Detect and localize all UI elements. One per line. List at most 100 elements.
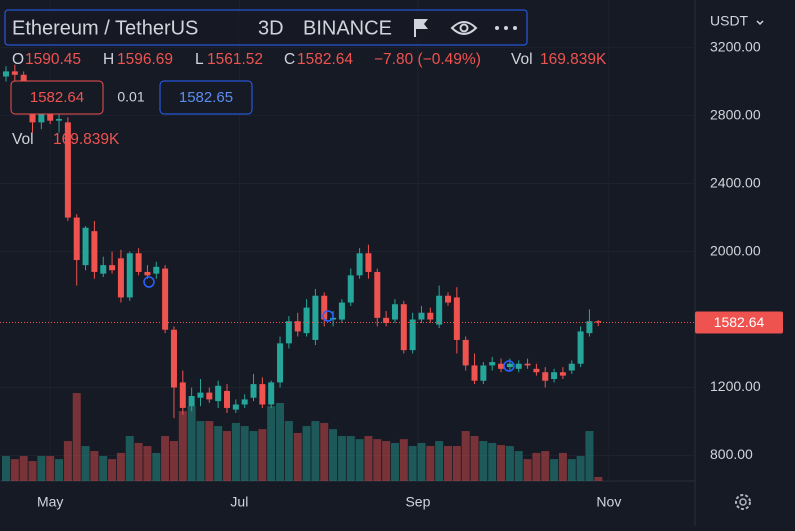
candle-body bbox=[356, 253, 363, 276]
candle-body bbox=[436, 295, 443, 325]
candle-body bbox=[489, 362, 496, 366]
dropdown-icon[interactable] bbox=[756, 20, 764, 26]
candle-body bbox=[268, 382, 275, 405]
volume-bar bbox=[346, 436, 355, 481]
volume-bar bbox=[302, 426, 311, 481]
volume-bar bbox=[497, 445, 506, 481]
volume-bar bbox=[355, 439, 364, 481]
candle-body bbox=[586, 321, 593, 334]
candle-body bbox=[533, 368, 540, 373]
volume-bar bbox=[10, 459, 19, 481]
exchange: BINANCE bbox=[303, 17, 392, 39]
event-marker[interactable] bbox=[503, 360, 515, 372]
last-price-label: 1582.64 bbox=[714, 314, 765, 330]
candle-body bbox=[559, 372, 566, 376]
y-tick-label: 2800.00 bbox=[710, 106, 761, 122]
volume-bar bbox=[382, 441, 391, 481]
volume-bar bbox=[541, 451, 550, 481]
candle-body bbox=[135, 253, 142, 272]
candle-body bbox=[91, 231, 98, 272]
candle-body bbox=[206, 392, 213, 400]
volume-bar bbox=[99, 456, 108, 481]
buy-price[interactable]: 1582.65 bbox=[179, 89, 233, 106]
ohlc-value: 1582.64 bbox=[297, 51, 353, 68]
event-marker[interactable] bbox=[322, 310, 334, 322]
interval[interactable]: 3D bbox=[258, 17, 284, 39]
candle-body bbox=[11, 71, 18, 75]
volume-bar bbox=[550, 459, 559, 481]
event-marker[interactable] bbox=[143, 276, 155, 288]
candle-body bbox=[391, 304, 398, 320]
candle-body bbox=[409, 319, 416, 351]
candle-body bbox=[47, 110, 54, 121]
candle-body bbox=[294, 321, 301, 332]
candle-body bbox=[197, 392, 204, 398]
volume-bar bbox=[143, 446, 152, 481]
candle-body bbox=[338, 302, 345, 320]
candle-body bbox=[259, 384, 266, 405]
candle-body bbox=[215, 385, 222, 402]
volume-bar bbox=[72, 393, 81, 481]
volume-bar bbox=[214, 426, 223, 481]
ohlc-value: 1596.69 bbox=[117, 51, 173, 68]
volume-bar bbox=[320, 422, 329, 481]
volume-bar bbox=[46, 456, 55, 481]
sell-price[interactable]: 1582.64 bbox=[30, 89, 84, 106]
ohlc-key: H bbox=[103, 51, 114, 68]
candle-body bbox=[117, 258, 124, 298]
x-tick-label: Jul bbox=[230, 494, 248, 510]
buy-button[interactable] bbox=[159, 80, 253, 115]
volume-bar bbox=[532, 452, 541, 481]
x-tick-label: May bbox=[37, 494, 63, 510]
symbol[interactable]: Ethereum / TetherUS bbox=[12, 17, 198, 39]
x-tick-label: Sep bbox=[405, 494, 430, 510]
event-markers bbox=[143, 276, 515, 372]
settings-icon[interactable] bbox=[735, 494, 751, 510]
volume-bar bbox=[37, 456, 46, 481]
sell-button[interactable] bbox=[10, 80, 104, 115]
candle-body bbox=[374, 271, 381, 318]
more-icon[interactable] bbox=[495, 26, 517, 30]
candle-body bbox=[506, 363, 513, 368]
volume-bar bbox=[293, 432, 302, 481]
candle-body bbox=[188, 396, 195, 407]
volume-bar bbox=[187, 406, 196, 481]
volume-bar bbox=[108, 459, 117, 481]
ohlc-legend: O 1590.45 H 1596.69 L 1561.52 C 1582.64 … bbox=[12, 51, 607, 68]
volume-bar bbox=[55, 459, 64, 481]
flag-icon[interactable] bbox=[414, 19, 428, 37]
candle-body bbox=[277, 343, 284, 383]
candle-body bbox=[445, 295, 451, 303]
candle-body bbox=[109, 265, 116, 271]
volume-bar bbox=[523, 459, 532, 481]
volume-bar bbox=[240, 426, 249, 481]
candle-body bbox=[568, 363, 575, 371]
volume-bar bbox=[585, 431, 594, 481]
volume-bar bbox=[28, 461, 37, 481]
plot-area bbox=[0, 64, 695, 481]
candle-body bbox=[285, 321, 292, 344]
candle-body bbox=[224, 390, 230, 408]
currency[interactable]: USDT bbox=[710, 13, 749, 29]
candle-body bbox=[241, 399, 248, 405]
volume-bar bbox=[417, 442, 426, 481]
volume-bar bbox=[223, 431, 231, 481]
ohlc-key: O bbox=[12, 51, 24, 68]
symbol-box[interactable] bbox=[4, 9, 528, 46]
volume-bar bbox=[90, 451, 99, 481]
vol-key: Vol bbox=[511, 51, 533, 68]
eye-icon[interactable] bbox=[450, 21, 478, 35]
candle-body bbox=[144, 271, 151, 276]
volume-bar bbox=[267, 406, 276, 481]
candle-body bbox=[232, 404, 239, 410]
candle-body bbox=[577, 331, 584, 364]
volume-bar bbox=[205, 421, 214, 481]
ohlc-key: L bbox=[195, 51, 204, 68]
ohlc-value: 1590.45 bbox=[25, 51, 81, 68]
x-tick-label: Nov bbox=[596, 494, 621, 510]
candle-body bbox=[303, 307, 310, 334]
y-tick-label: 2400.00 bbox=[710, 174, 761, 190]
volume-bar bbox=[390, 442, 399, 481]
ohlc-value: 1561.52 bbox=[207, 51, 263, 68]
volume-bar bbox=[284, 421, 293, 481]
